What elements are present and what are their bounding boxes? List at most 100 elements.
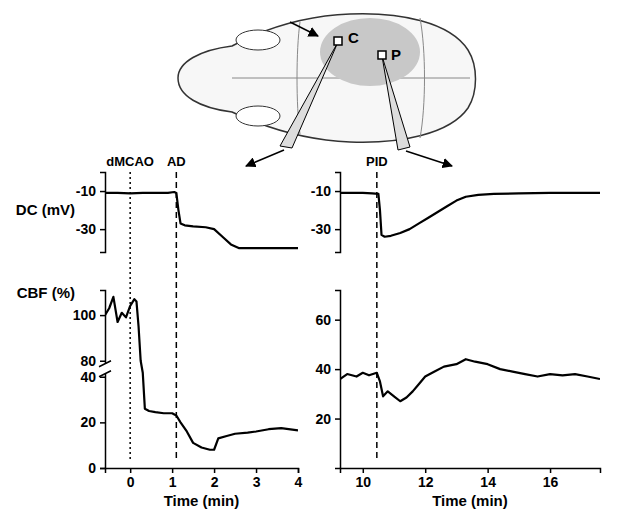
- event-line: [176, 172, 178, 462]
- x-axis-line: [106, 469, 299, 474]
- x-tick-mark: [425, 468, 427, 473]
- y-tick-mark: [100, 376, 105, 378]
- y-axis: -10 -30: [311, 173, 341, 253]
- site-label: P: [391, 46, 401, 63]
- y-tick-mark: [335, 369, 340, 371]
- y-axis-line: [100, 173, 106, 253]
- y-tick-label: 100: [73, 307, 97, 323]
- eye-socket: [236, 106, 280, 126]
- y-axis-line: [335, 173, 341, 253]
- y-tick-mark: [100, 360, 105, 362]
- y-tick: 40: [315, 361, 340, 377]
- y-tick-label: 20: [80, 414, 96, 430]
- trace: [340, 359, 600, 401]
- y-axis-title: DC (mV): [16, 201, 75, 218]
- y-tick-label: -10: [76, 183, 96, 199]
- event-label: PID: [366, 154, 388, 169]
- x-tick-label: 1: [169, 474, 177, 490]
- figure: CP-10-30020408010001234Time (min)-10-302…: [0, 0, 631, 518]
- pipette-c: [280, 42, 338, 148]
- plot-area: [340, 359, 600, 401]
- plot-area: [105, 297, 298, 450]
- y-tick: -30: [76, 221, 105, 237]
- plot-area: [105, 192, 298, 248]
- x-tick: 3: [253, 468, 261, 490]
- y-tick-label: -30: [76, 221, 96, 237]
- y-tick-mark: [100, 191, 105, 193]
- x-tick-mark: [550, 468, 552, 473]
- y-tick-label: 40: [315, 361, 331, 377]
- y-tick: 0: [88, 460, 105, 476]
- y-tick-label: 40: [80, 369, 96, 385]
- x-tick-label: 2: [211, 474, 219, 490]
- link-arrow: [246, 150, 284, 166]
- x-tick-mark: [172, 468, 174, 473]
- y-tick-label: 20: [315, 411, 331, 427]
- x-axis-title: Time (min): [432, 492, 508, 509]
- y-tick: 40: [80, 369, 105, 385]
- eye-socket: [236, 30, 280, 50]
- x-axis: 0 1 2 3 4: [106, 468, 303, 490]
- x-tick: 10: [355, 468, 371, 490]
- y-tick-mark: [335, 418, 340, 420]
- x-axis: 10 12 14 16: [341, 468, 601, 490]
- x-tick-label: 4: [295, 474, 303, 490]
- y-tick-label: 60: [315, 312, 331, 328]
- mca-arrow: [290, 22, 318, 36]
- y-tick-mark: [335, 191, 340, 193]
- x-tick-mark: [214, 468, 216, 473]
- x-axis-title: Time (min): [164, 492, 240, 509]
- y-axis: -10 -30: [76, 173, 106, 253]
- y-tick-mark: [335, 319, 340, 321]
- x-tick: 16: [543, 468, 559, 490]
- x-tick-mark: [298, 468, 300, 473]
- y-tick-mark: [335, 229, 340, 231]
- x-tick: 4: [295, 468, 303, 490]
- trace: [105, 192, 298, 248]
- y-tick-label: 0: [88, 460, 96, 476]
- y-tick-label: -10: [311, 183, 331, 199]
- y-tick-label: 80: [80, 353, 96, 369]
- pipette-p: [382, 56, 410, 150]
- y-axis: 0 20 4080 100: [73, 291, 106, 476]
- x-tick: 0: [127, 468, 135, 490]
- y-tick-mark: [100, 422, 105, 424]
- x-tick: 14: [480, 468, 496, 490]
- event-line: [376, 172, 378, 462]
- x-tick-mark: [487, 468, 489, 473]
- y-tick: -10: [76, 183, 105, 199]
- chart-panel: 20 40 60 10 12 14 16 Time (min): [315, 291, 600, 510]
- y-tick-mark: [100, 468, 105, 470]
- event-line: [129, 172, 131, 462]
- x-axis-line: [341, 469, 601, 474]
- x-tick: 1: [169, 468, 177, 490]
- y-axis: 20 40 60: [315, 291, 340, 469]
- y-tick: 100: [73, 307, 105, 323]
- x-tick-label: 12: [418, 474, 434, 490]
- axis-break-mark: [99, 361, 111, 377]
- electrode-c: [334, 37, 342, 45]
- ischemic-area: [320, 18, 420, 86]
- electrode-p: [378, 51, 386, 59]
- y-axis-line: [335, 291, 341, 469]
- plot-area: [340, 193, 600, 237]
- x-tick-label: 0: [127, 474, 135, 490]
- chart-panel: -10 -30: [76, 173, 298, 253]
- x-tick-label: 16: [543, 474, 559, 490]
- trace: [105, 297, 298, 450]
- x-tick: 12: [418, 468, 434, 490]
- y-tick-mark: [100, 229, 105, 231]
- y-tick: 60: [315, 312, 340, 328]
- y-axis-title: CBF (%): [17, 284, 75, 301]
- trace: [340, 193, 600, 237]
- y-tick: 20: [315, 411, 340, 427]
- y-tick-label: -30: [311, 221, 331, 237]
- skull-diagram: CP: [178, 14, 476, 166]
- y-tick: -10: [311, 183, 340, 199]
- skull-suture: [297, 18, 425, 138]
- x-tick-label: 14: [480, 474, 496, 490]
- chart-panel: -10 -30: [311, 173, 600, 253]
- site-label: C: [348, 29, 359, 46]
- link-arrow: [406, 151, 452, 166]
- x-tick: 2: [211, 468, 219, 490]
